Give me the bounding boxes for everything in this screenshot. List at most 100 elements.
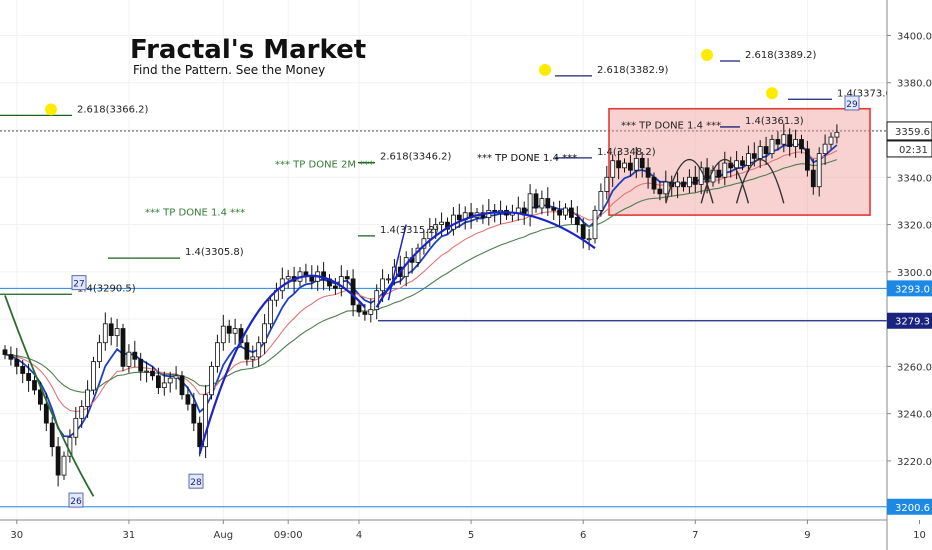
candle [545,187,551,217]
candle [114,318,120,347]
candle-body [97,342,102,363]
time-tick-label: 10 [913,530,926,541]
fib-label: 2.618(3382.9) [597,65,669,76]
candle-body [740,160,745,166]
candle [834,124,840,144]
ma-slow-line [4,159,838,393]
candle-body [604,176,610,192]
tp-annotations: *** TP DONE 1.4 *** *** TP DONE 2M *** ***… [145,120,721,218]
candle [604,165,610,200]
candle [144,361,150,383]
candle [262,314,268,355]
candle-body [763,146,769,155]
candle [769,134,775,159]
candle-body [793,139,798,147]
horizontal-levels [0,130,887,508]
candle [645,158,651,189]
candle-body [622,162,627,169]
wave-label: 26 [70,497,82,507]
candle [551,201,557,221]
candle-body [102,323,108,344]
candle [763,136,769,165]
candle [303,263,309,283]
candle-body [244,342,250,360]
candle [628,155,633,177]
tp-done-label: *** TP DONE 1.4 *** [621,120,721,131]
candle-body [527,193,533,216]
fib-label: 1.4(3361.3) [745,116,804,127]
candle-body [91,361,96,391]
candle [49,416,55,457]
axis-tick-label: 3220.0 [897,457,932,468]
candle [822,134,828,165]
candle [704,158,710,194]
candle [775,131,781,151]
candle-body [138,358,144,372]
wave-labels: 26 27 28 29 [68,95,860,508]
candle [244,334,250,366]
candle-body [828,136,834,145]
ma-medium-line [4,150,838,413]
candle-body [350,278,356,306]
swing-line [387,224,407,301]
candle-body [26,373,32,381]
candle [810,158,816,195]
fib-label: 1.4(3305.8) [185,247,244,258]
candle-body [38,389,43,405]
candle [610,154,616,187]
candle-body [746,153,751,166]
candle [657,181,663,201]
candle-body [161,382,167,389]
candle-body [32,380,37,391]
candle [55,437,61,487]
candle [356,300,362,317]
candle [793,129,798,158]
candle-body [49,422,55,448]
moving-averages [4,142,838,438]
candle [427,217,433,247]
candle [232,318,238,345]
candle-body [545,198,551,209]
candle-body [456,214,462,221]
candle-body [344,276,350,280]
candle [73,407,79,446]
candle [663,170,669,202]
candle [403,251,409,287]
candle-body [150,370,155,377]
price-tag-label: 3293.0 [895,284,930,295]
candle-body [415,247,421,263]
candle-body [751,153,757,159]
candle-body [816,153,822,188]
time-tick-label: 31 [123,530,136,541]
candle [746,145,751,172]
candle-body [2,349,8,355]
candle-body [580,224,586,240]
candle-body [610,160,616,178]
candle [173,366,179,390]
candle [14,347,20,375]
candle [203,385,209,459]
candle [332,277,338,295]
candle [675,172,680,199]
wave-label: 29 [846,100,858,110]
candle-body [356,304,362,313]
grid-lines [0,0,920,520]
time-tick-label: 30 [10,530,23,541]
candle [185,386,191,411]
axis-tick-label: 3340.0 [897,173,932,184]
candle-body [692,176,698,185]
candle-body [226,325,232,334]
candle [321,262,327,291]
candle-body [20,365,26,374]
candle-body [214,342,220,367]
fib-annotations: 2.618(3366.2) 1.4(3290.5) 1.4(3305.8) 1.4(3… [0,50,896,295]
candle [692,165,698,193]
tp-done-label: *** TP DONE 1.4 *** [477,153,577,164]
candle-body [722,162,728,178]
candle [580,218,586,249]
candle [273,282,279,307]
candle [91,356,96,395]
candle-body [209,365,214,396]
